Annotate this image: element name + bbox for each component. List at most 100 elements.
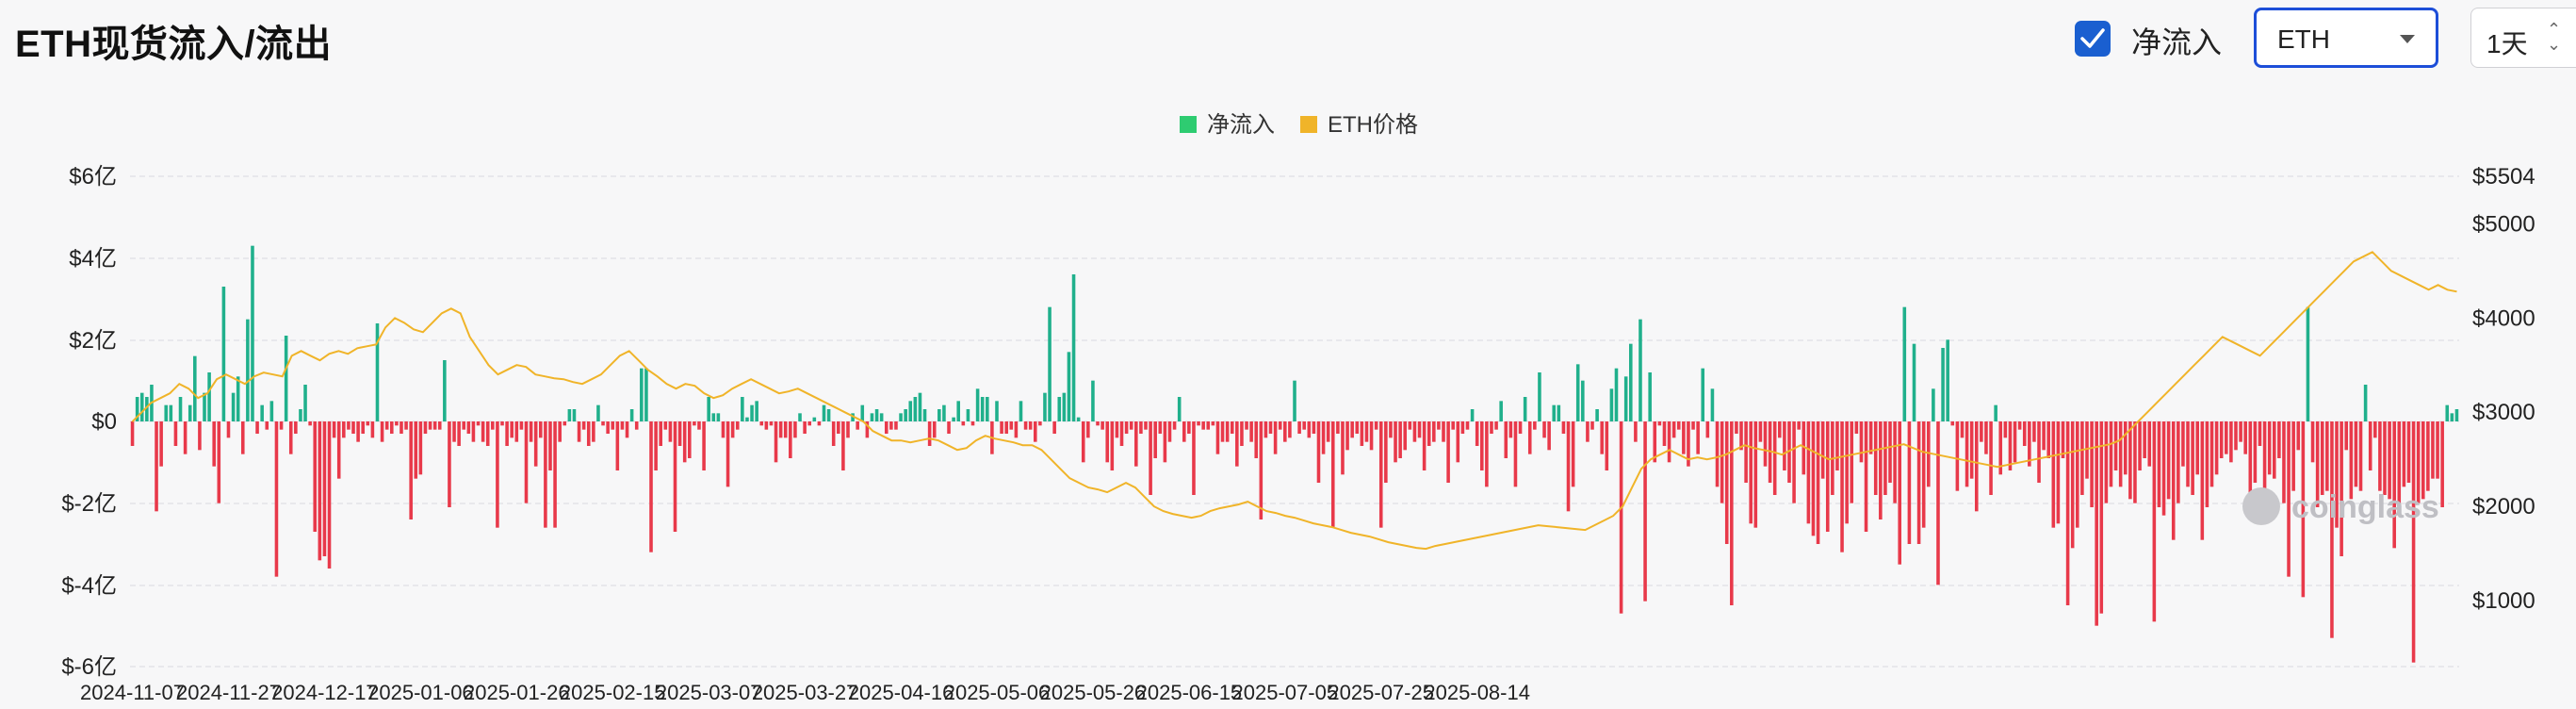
flow-bar <box>1749 421 1753 524</box>
flow-bar <box>1504 421 1508 458</box>
flow-bar <box>471 421 476 442</box>
flow-bar <box>1225 421 1230 442</box>
flow-bar <box>2243 421 2247 454</box>
flow-bar <box>606 421 610 434</box>
flow-bar <box>265 421 269 430</box>
page-title: ETH现货流入/流出 <box>15 24 333 65</box>
flow-bar <box>558 421 562 442</box>
flow-bar <box>1893 421 1897 503</box>
flow-bar <box>1710 388 1715 421</box>
flow-bar <box>798 413 802 421</box>
flow-bar <box>1557 404 1561 421</box>
flow-bar <box>567 409 572 421</box>
flow-bar <box>904 409 907 421</box>
flow-bar <box>1705 421 1710 438</box>
flow-bar <box>2219 421 2224 458</box>
flow-bar <box>207 372 211 421</box>
flow-bar <box>1115 421 1119 438</box>
flow-bar <box>1662 421 1667 446</box>
x-tick-label: 2025-01-06 <box>367 681 474 704</box>
flow-bar <box>688 421 692 458</box>
flow-bar <box>1912 343 1916 421</box>
flow-bar <box>193 355 197 421</box>
flow-bar <box>1412 421 1417 442</box>
flow-bar <box>1758 421 1763 442</box>
flow-bar <box>1653 421 1657 463</box>
flow-bar <box>183 421 187 454</box>
flow-bar <box>1245 421 1248 430</box>
flow-bar <box>1772 421 1777 495</box>
flow-bar <box>226 421 231 438</box>
flow-bar <box>1902 306 1907 421</box>
flow-bar <box>1033 421 1037 442</box>
flow-bar <box>529 421 533 442</box>
flow-bar <box>327 421 332 569</box>
flow-bar <box>1873 421 1878 495</box>
flow-bar <box>2152 421 2157 622</box>
flow-bar <box>1691 421 1695 430</box>
flow-bar <box>2076 421 2079 528</box>
flow-bar <box>677 421 682 446</box>
flow-bar <box>1384 421 1388 483</box>
flow-bar <box>803 421 807 434</box>
y-left-tick-label: $2亿 <box>69 328 117 354</box>
interval-select[interactable]: 1天 ⌃ ⌄ <box>2470 8 2576 68</box>
flow-bar <box>2214 421 2219 475</box>
flow-bar <box>1129 421 1133 430</box>
flow-bar <box>2411 421 2416 663</box>
chevron-down-icon <box>2400 35 2415 43</box>
flow-bar <box>1825 421 1830 532</box>
flow-bar <box>644 368 648 421</box>
y-axis-left: $6亿 $4亿 $2亿 $0 $-2亿 $-4亿 $-6亿 <box>61 164 117 680</box>
flow-bar <box>1792 421 1796 503</box>
net-inflow-checkbox[interactable] <box>2075 21 2111 57</box>
flow-bar <box>1932 388 1935 421</box>
flow-bar <box>1004 421 1008 434</box>
flow-bar <box>1139 421 1143 434</box>
net-inflow-checkbox-label[interactable]: 净流入 <box>2131 25 2223 59</box>
flow-bar <box>2349 421 2354 500</box>
flow-bar <box>2138 421 2142 470</box>
flow-bar <box>1067 352 1071 421</box>
flow-bar <box>269 401 274 421</box>
flow-bar <box>2383 421 2387 495</box>
flow-bar <box>2291 421 2295 491</box>
flow-bar <box>2070 421 2075 549</box>
flow-bar <box>2017 421 2022 430</box>
flow-bar <box>1437 421 1441 430</box>
flow-bar <box>384 421 389 430</box>
asset-select[interactable]: ETH <box>2254 8 2438 68</box>
flow-bar <box>2095 421 2098 626</box>
flow-bar <box>1153 421 1157 458</box>
flow-bar <box>1119 421 1124 446</box>
flow-bar <box>1480 421 1484 470</box>
flow-bar <box>975 388 980 421</box>
flow-bar <box>2085 421 2089 479</box>
chart: 净流入 ETH价格 $6亿$4亿$2亿$0$-2亿$-4亿$-6亿 $5504$… <box>61 112 2535 704</box>
flow-bar <box>970 421 975 426</box>
flow-bar <box>145 397 149 421</box>
flow-bar <box>1293 380 1296 421</box>
flow-bar <box>649 421 653 552</box>
flow-bar <box>1969 421 1974 479</box>
flow-bar <box>596 404 600 421</box>
flow-bar <box>1403 421 1408 451</box>
flow-bar <box>2225 421 2228 454</box>
flow-bar <box>533 421 538 467</box>
flow-bar <box>246 319 250 421</box>
flow-bar <box>342 421 346 438</box>
flow-bar <box>1619 421 1623 614</box>
flow-bar <box>2022 421 2027 446</box>
flow-bar <box>1629 343 1633 421</box>
flow-bar <box>519 421 524 430</box>
x-tick-label: 2025-05-06 <box>944 681 1051 704</box>
flow-bar <box>1355 421 1360 434</box>
flow-bar <box>2277 421 2281 458</box>
x-tick-label: 2025-07-25 <box>1328 681 1434 704</box>
flow-bar <box>240 421 245 454</box>
flow-bar <box>2335 421 2339 528</box>
flow-bar <box>1230 421 1234 434</box>
watermark: coinglass <box>2242 487 2439 525</box>
flow-bar <box>2310 421 2315 463</box>
flow-bar <box>1201 421 1205 430</box>
